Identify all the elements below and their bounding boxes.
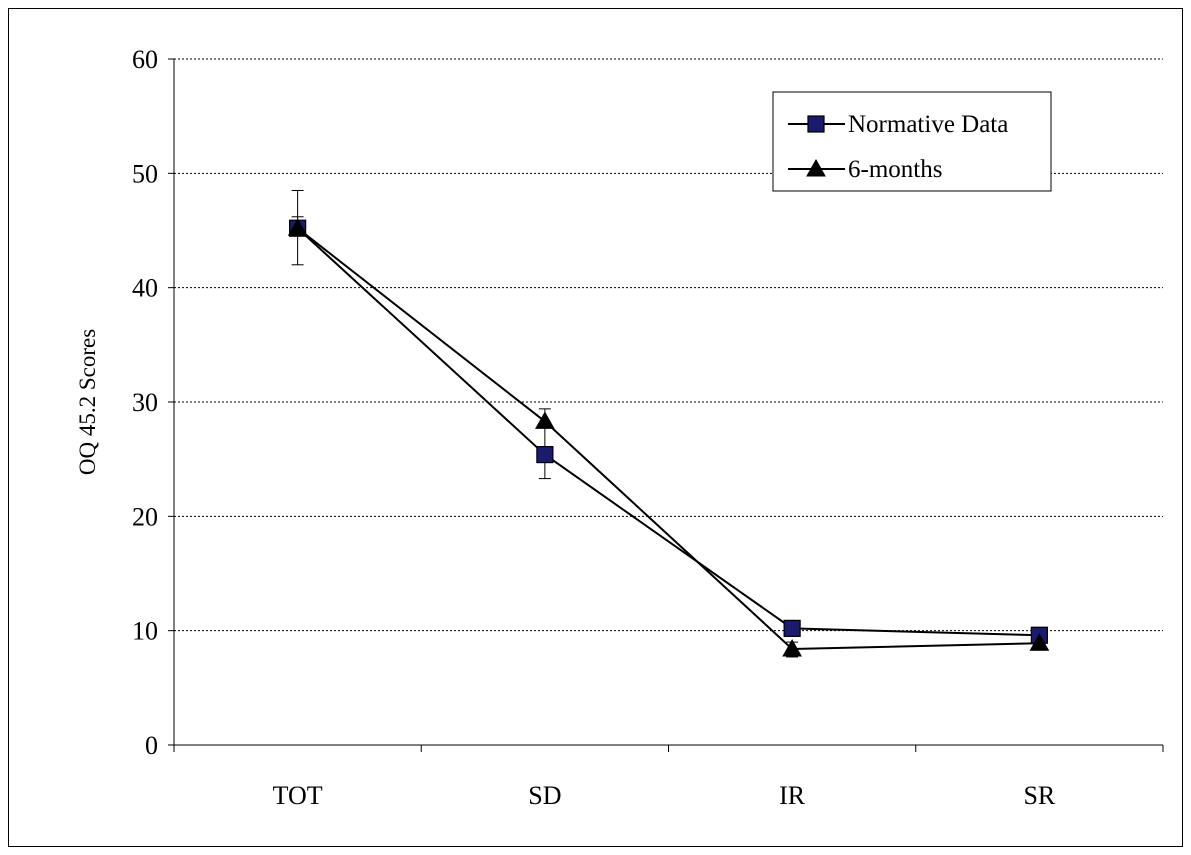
- series-line-1: [297, 227, 1040, 650]
- series-markers: [287, 218, 1050, 657]
- marker-triangle-ir: [782, 638, 802, 657]
- marker-square-ir: [783, 619, 801, 637]
- legend-marker-square: [807, 115, 825, 133]
- series-line-0: [296, 227, 1040, 637]
- y-tick-label-40: 40: [132, 274, 158, 303]
- marker-triangle-sd: [535, 411, 555, 429]
- x-tick-labels: TOT SD IR SR: [273, 781, 1056, 810]
- x-tick-label-ir: IR: [779, 781, 806, 810]
- x-tick-label-sr: SR: [1023, 781, 1055, 810]
- y-tick-label-20: 20: [132, 502, 158, 531]
- marker-triangle-tot: [287, 218, 308, 236]
- legend-label-1: 6-months: [848, 156, 942, 183]
- error-bars: [291, 189, 1046, 658]
- marker-square-sd: [536, 445, 554, 464]
- legend-marker-triangle: [806, 158, 826, 177]
- chart-frame: [8, 8, 1183, 847]
- y-tick-label-30: 30: [132, 388, 158, 417]
- y-axis-title: OQ 45.2 Scores: [75, 329, 100, 475]
- y-tick-label-0: 0: [145, 731, 158, 760]
- x-tick-label-sd: SD: [528, 781, 561, 810]
- series-lines: [296, 227, 1040, 650]
- y-tick-label-10: 10: [132, 617, 158, 646]
- x-tick-label-tot: TOT: [273, 781, 323, 810]
- legend: Normative Data 6-months: [772, 91, 1052, 192]
- y-tick-label-50: 50: [132, 159, 158, 188]
- y-tick-label-60: 60: [132, 45, 158, 74]
- axes: [168, 58, 1164, 752]
- legend-label-0: Normative Data: [848, 111, 1008, 138]
- marker-triangle-sr: [1029, 633, 1050, 651]
- y-tick-labels: 0 10 20 30 40 50 60: [132, 45, 158, 760]
